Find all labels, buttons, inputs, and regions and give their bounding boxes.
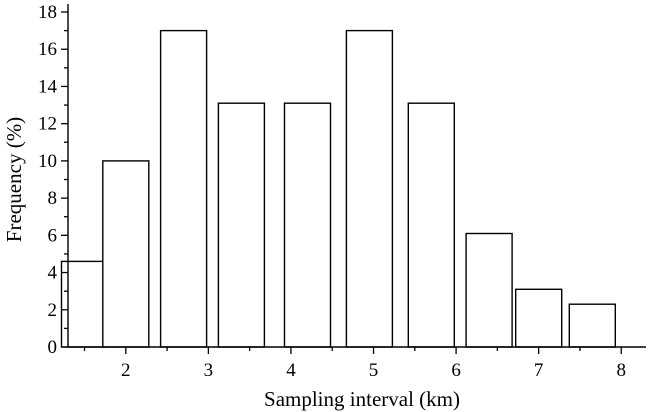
x-tick-label: 3 xyxy=(204,360,214,381)
bar-5 xyxy=(283,102,332,348)
ticks-layer: 2 3 4 5 6 7 8 0 2 4 6 8 10 12 14 16 18 xyxy=(38,2,626,381)
bar-1 xyxy=(60,260,109,348)
bar-4 xyxy=(217,102,266,348)
y-tick-label: 8 xyxy=(48,188,58,209)
bar-7 xyxy=(407,102,455,348)
bar-8 xyxy=(465,232,513,348)
x-tick-label: 6 xyxy=(451,360,461,381)
x-tick-label: 7 xyxy=(534,360,544,381)
bar-10 xyxy=(568,303,616,348)
bar-3 xyxy=(159,29,208,348)
bar-2 xyxy=(102,160,150,348)
x-axis-title: Sampling interval (km) xyxy=(264,387,460,411)
y-tick-label: 16 xyxy=(38,39,57,60)
bar-6 xyxy=(345,29,394,348)
y-tick-label: 0 xyxy=(48,337,58,358)
y-tick-label: 14 xyxy=(38,76,58,97)
y-tick-label: 12 xyxy=(38,114,57,135)
y-tick-label: 2 xyxy=(48,300,58,321)
x-tick-label: 2 xyxy=(121,360,131,381)
bars-layer xyxy=(60,29,616,348)
y-axis-title: Frequency (%) xyxy=(2,117,26,242)
y-tick-label: 4 xyxy=(48,263,58,284)
x-tick-label: 4 xyxy=(286,360,296,381)
y-tick-label: 10 xyxy=(38,151,57,172)
bar-9 xyxy=(515,288,563,348)
x-tick-label: 5 xyxy=(369,360,379,381)
y-tick-label: 18 xyxy=(38,2,57,23)
x-tick-label: 8 xyxy=(616,360,626,381)
y-tick-label: 6 xyxy=(48,225,58,246)
